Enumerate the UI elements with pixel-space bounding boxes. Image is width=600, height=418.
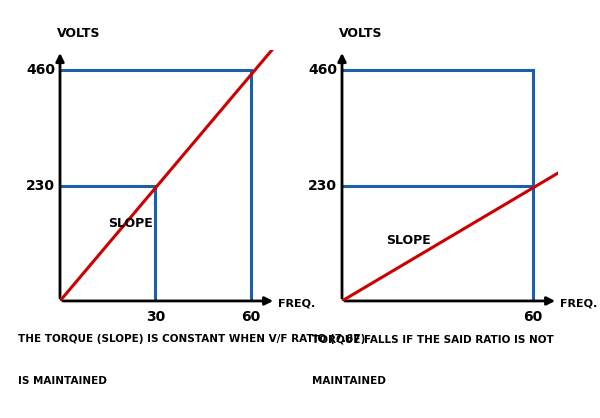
Text: 230: 230 <box>308 178 337 193</box>
Text: 230: 230 <box>26 178 55 193</box>
Text: FREQ.: FREQ. <box>278 299 315 309</box>
Text: THE TORQUE (SLOPE) IS CONSTANT WHEN V/F RATIO (7.67): THE TORQUE (SLOPE) IS CONSTANT WHEN V/F … <box>18 334 365 344</box>
Text: MAINTAINED: MAINTAINED <box>312 376 386 386</box>
Text: VOLTS: VOLTS <box>339 27 382 40</box>
Text: 60: 60 <box>241 310 260 324</box>
Text: SLOPE: SLOPE <box>386 234 431 247</box>
Text: 460: 460 <box>26 63 55 77</box>
Text: SLOPE: SLOPE <box>107 217 152 230</box>
Text: FREQ.: FREQ. <box>560 299 597 309</box>
Text: IS MAINTAINED: IS MAINTAINED <box>18 376 107 386</box>
Text: TORQUE FALLS IF THE SAID RATIO IS NOT: TORQUE FALLS IF THE SAID RATIO IS NOT <box>312 334 554 344</box>
Text: 30: 30 <box>146 310 165 324</box>
Text: VOLTS: VOLTS <box>57 27 100 40</box>
Text: 460: 460 <box>308 63 337 77</box>
Text: 60: 60 <box>523 310 542 324</box>
